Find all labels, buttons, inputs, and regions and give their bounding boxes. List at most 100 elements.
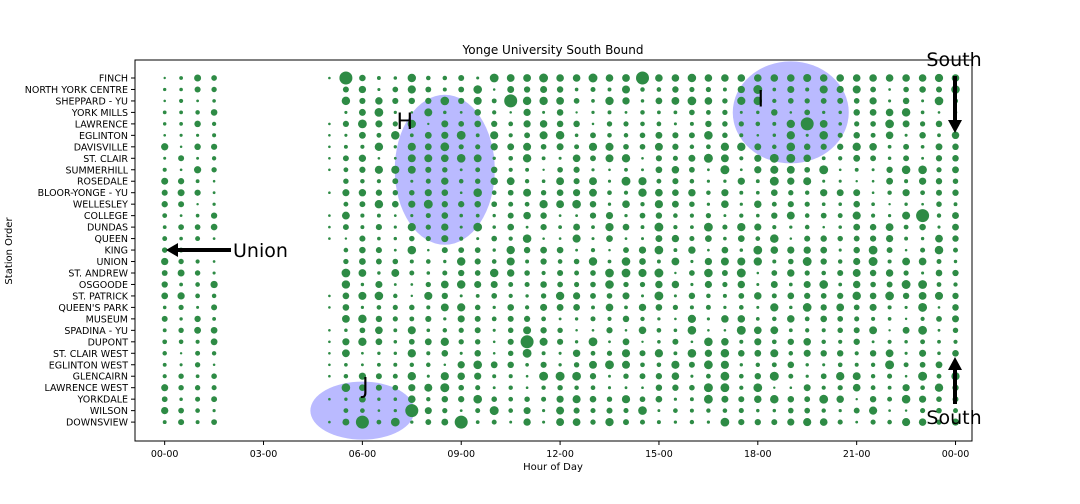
data-point <box>458 121 465 127</box>
y-tick-label: QUEEN <box>94 234 128 245</box>
data-point <box>589 395 597 403</box>
data-point <box>490 280 498 289</box>
data-point <box>638 268 647 278</box>
data-point <box>508 133 513 138</box>
data-point <box>904 236 909 241</box>
data-point <box>837 419 843 425</box>
data-point <box>179 397 183 401</box>
data-point <box>556 246 564 254</box>
data-point <box>507 327 514 334</box>
data-point <box>754 166 762 174</box>
data-point <box>426 397 431 402</box>
data-point <box>458 247 465 254</box>
data-point <box>640 362 645 368</box>
data-point <box>737 177 745 185</box>
data-point <box>179 98 184 103</box>
data-point <box>769 153 779 163</box>
data-point <box>342 315 350 323</box>
data-point <box>425 236 431 242</box>
data-point <box>392 190 398 196</box>
data-point <box>869 74 877 82</box>
data-point <box>440 383 450 393</box>
data-point <box>918 325 927 335</box>
data-point <box>838 408 842 413</box>
data-point <box>838 225 842 229</box>
data-point <box>523 407 531 415</box>
data-point <box>376 419 382 425</box>
data-point <box>887 144 892 149</box>
data-point <box>572 418 581 426</box>
data-point <box>888 202 891 206</box>
data-point <box>738 396 745 403</box>
data-point <box>591 305 595 310</box>
data-point <box>427 248 430 252</box>
data-point <box>690 282 694 287</box>
data-point <box>339 71 353 85</box>
data-point <box>391 200 399 208</box>
data-point <box>507 189 514 196</box>
data-point <box>621 268 631 278</box>
data-point <box>178 385 184 391</box>
data-point <box>753 85 763 94</box>
data-point <box>442 75 448 81</box>
data-point <box>491 396 497 402</box>
data-point <box>802 257 812 266</box>
data-point <box>788 373 794 379</box>
data-point <box>557 269 564 277</box>
data-point <box>819 418 828 426</box>
data-point <box>555 131 565 140</box>
data-point <box>441 212 449 219</box>
data-point <box>590 155 596 162</box>
data-point <box>574 144 580 150</box>
data-point <box>655 212 663 219</box>
data-point <box>937 339 941 344</box>
data-point <box>605 154 614 163</box>
data-point <box>375 120 383 128</box>
data-point <box>377 236 381 241</box>
data-point <box>887 213 892 218</box>
data-point <box>442 408 448 414</box>
data-point <box>440 142 450 152</box>
data-point <box>902 257 911 266</box>
data-point <box>836 372 845 381</box>
data-point <box>720 383 730 393</box>
data-point <box>935 234 943 243</box>
data-point <box>952 327 959 334</box>
data-point <box>542 237 545 240</box>
data-point <box>754 418 761 426</box>
x-tick-label: 12-00 <box>546 449 574 460</box>
data-point <box>853 132 860 139</box>
data-point <box>360 144 365 149</box>
data-point <box>673 351 678 356</box>
data-point <box>902 97 910 105</box>
data-point <box>194 362 201 368</box>
data-point <box>539 131 548 140</box>
data-point <box>721 270 728 276</box>
data-point <box>671 200 679 208</box>
data-point <box>920 339 926 345</box>
data-point <box>871 202 875 207</box>
data-point <box>508 201 514 207</box>
data-point <box>525 386 529 390</box>
data-point <box>475 293 480 298</box>
data-point <box>770 303 779 312</box>
data-point <box>837 97 844 104</box>
data-point <box>344 328 348 333</box>
data-point <box>918 371 928 381</box>
y-tick-label: ST. CLAIR <box>83 154 128 165</box>
data-point <box>558 225 562 230</box>
data-point <box>656 362 662 368</box>
data-point <box>721 189 729 197</box>
data-point <box>525 225 529 229</box>
data-point <box>756 305 760 309</box>
data-point <box>375 224 382 231</box>
data-point <box>672 338 679 345</box>
data-point <box>755 317 760 321</box>
data-point <box>936 407 942 414</box>
data-point <box>374 291 384 301</box>
data-point <box>506 257 515 266</box>
data-point <box>588 73 598 83</box>
data-point <box>703 394 713 404</box>
data-point <box>771 293 777 299</box>
data-point <box>654 268 664 278</box>
